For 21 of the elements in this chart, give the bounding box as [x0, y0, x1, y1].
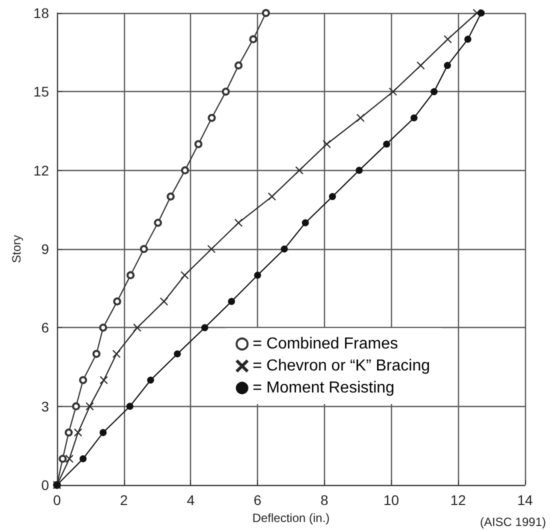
- x-tick-label: 14: [517, 492, 533, 508]
- x-tick-label: 2: [120, 492, 128, 508]
- y-tick-label: 0: [41, 477, 50, 493]
- x-tick-label: 4: [186, 492, 195, 508]
- legend-label: = Moment Resisting: [252, 380, 394, 396]
- y-axis-title: Story: [10, 234, 24, 264]
- x-tick-label: 0: [53, 492, 62, 508]
- y-tick-label: 18: [33, 5, 50, 21]
- x-tick-label: 12: [450, 492, 466, 508]
- legend-label: = Combined Frames: [252, 336, 398, 352]
- x-axis-title: Deflection (in.): [252, 510, 330, 525]
- y-tick-label: 12: [33, 162, 50, 178]
- y-tick-label: 9: [41, 241, 50, 257]
- x-tick-label: 6: [254, 492, 262, 508]
- x-tick-label: 10: [383, 492, 400, 508]
- y-tick-label: 15: [33, 84, 50, 100]
- legend-label: = Chevron or “K” Bracing: [252, 358, 430, 374]
- x-tick-label: 8: [320, 492, 329, 508]
- y-tick-label: 3: [41, 398, 50, 414]
- text: (AISC 1991): [480, 515, 546, 529]
- y-tick-label: 6: [41, 320, 50, 336]
